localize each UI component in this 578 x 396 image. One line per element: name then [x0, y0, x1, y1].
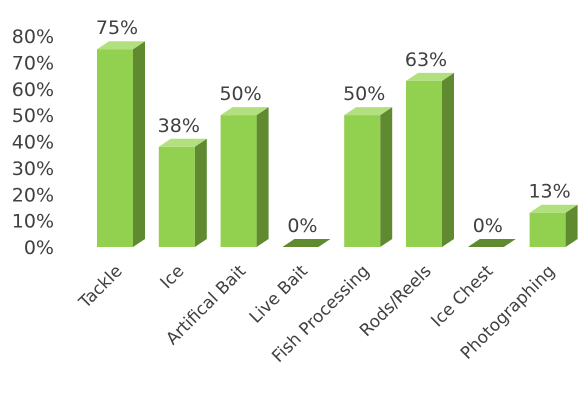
bar-front-face	[158, 146, 195, 247]
bar	[282, 239, 331, 247]
bar-top-face	[467, 239, 516, 247]
y-tick-label: 70%	[12, 52, 54, 74]
data-label: 63%	[405, 49, 447, 71]
bar	[220, 107, 269, 247]
bar-side-face	[565, 204, 578, 247]
y-axis-ticks: 0% 10% 20% 30% 40% 50% 60% 70% 80%	[12, 26, 54, 259]
bar-top-face	[158, 138, 207, 147]
y-tick-label: 50%	[12, 105, 54, 127]
bar-side-face	[133, 41, 145, 247]
bar-top-face	[406, 72, 454, 81]
data-label: 0%	[473, 215, 503, 237]
bar-top-face	[529, 204, 578, 213]
bar-front-face	[406, 80, 442, 248]
data-label: 50%	[343, 83, 385, 105]
bar-top-face	[282, 239, 331, 247]
y-tick-label: 80%	[12, 26, 54, 48]
bar	[467, 239, 516, 247]
data-label: 13%	[528, 181, 570, 203]
y-tick-label: 30%	[12, 158, 54, 180]
bar-top-face	[97, 41, 145, 50]
data-label: 50%	[219, 83, 261, 105]
bar-side-face	[194, 138, 207, 247]
bar	[529, 204, 578, 247]
y-tick-label: 20%	[12, 184, 54, 206]
y-tick-label: 0%	[24, 237, 54, 259]
bar	[158, 138, 207, 247]
data-label: 0%	[287, 215, 317, 237]
bar-top-face	[220, 107, 269, 116]
bar-side-face	[442, 72, 454, 248]
y-tick-label: 60%	[12, 79, 54, 101]
bar-series	[97, 41, 578, 248]
data-labels: 75% 38% 50% 0% 50% 63% 0% 13%	[96, 17, 571, 237]
bar-side-face	[380, 107, 393, 247]
bar-front-face	[220, 115, 257, 247]
bar-side-face	[256, 107, 269, 247]
bar-front-face	[97, 49, 133, 247]
bar-front-face	[344, 115, 381, 247]
y-tick-label: 40%	[12, 132, 54, 154]
bar	[97, 41, 145, 247]
category-label: Tackle	[75, 261, 127, 313]
bar-front-face	[529, 212, 566, 247]
bar	[344, 107, 393, 247]
bar	[406, 72, 454, 248]
data-label: 75%	[96, 17, 138, 39]
data-label: 38%	[158, 115, 200, 137]
bar-top-face	[344, 107, 393, 116]
y-tick-label: 10%	[12, 211, 54, 233]
category-label: Ice	[157, 261, 189, 293]
